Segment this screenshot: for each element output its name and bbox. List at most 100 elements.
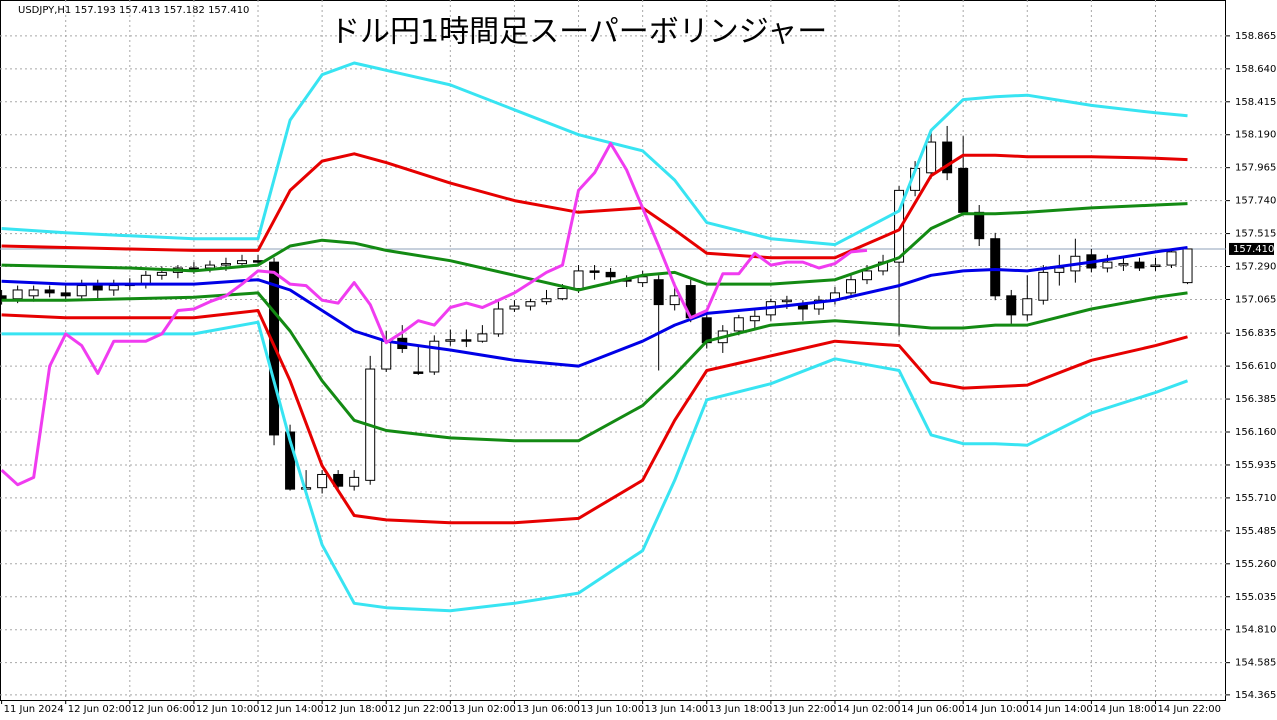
x-tick-label: 13 Jun 14:00	[645, 704, 709, 715]
candle-body	[894, 189, 905, 263]
chart-title: ドル円1時間足スーパーボリンジャー	[330, 15, 827, 50]
x-tick-label: 13 Jun 10:00	[581, 704, 645, 715]
x-tick-label: 12 Jun 06:00	[132, 704, 196, 715]
candle-body	[1022, 298, 1033, 316]
y-tick-label: 157.965	[1235, 163, 1276, 174]
candle-body	[845, 279, 856, 294]
candle-body	[749, 315, 760, 322]
candle-body	[1182, 248, 1193, 284]
candle-body	[493, 308, 504, 335]
x-tick-label: 14 Jun 02:00	[837, 704, 901, 715]
candle-body	[573, 270, 584, 289]
candle-body	[76, 285, 87, 297]
candle-body	[862, 270, 873, 281]
candle-body	[1166, 251, 1177, 266]
candle-body	[1118, 263, 1129, 266]
band-line	[1, 202, 1188, 292]
candle-body	[429, 340, 440, 373]
candle-body	[461, 339, 472, 342]
x-tick-label: 14 Jun 06:00	[901, 704, 965, 715]
y-tick-label: 157.290	[1235, 262, 1276, 273]
candle-body	[236, 260, 247, 265]
y-tick-label: 155.035	[1235, 592, 1276, 603]
y-tick-label: 154.585	[1235, 658, 1276, 669]
y-tick-label: 155.485	[1235, 526, 1276, 537]
current-price-label: 157.410	[1233, 244, 1274, 255]
band-line	[1, 61, 1188, 247]
candle-body	[990, 238, 1001, 297]
y-tick-label: 155.710	[1235, 493, 1276, 504]
candle-body	[381, 340, 392, 370]
candle-body	[557, 287, 568, 300]
band-line	[1, 246, 1188, 368]
band-line	[0, 142, 868, 487]
y-tick-label: 158.415	[1235, 97, 1276, 108]
candle-body	[188, 267, 199, 270]
y-tick-label: 158.190	[1235, 130, 1276, 141]
candle-body	[204, 264, 215, 269]
chart-header: USDJPY,H1 157.193 157.413 157.182 157.41…	[18, 5, 249, 16]
candle-body	[1006, 295, 1017, 316]
candle-body	[28, 289, 39, 297]
candle-body	[108, 285, 119, 291]
candle-body	[589, 270, 600, 273]
candle-body	[781, 299, 792, 303]
x-tick-label: 14 Jun 14:00	[1029, 704, 1093, 715]
candle-body	[733, 317, 744, 332]
y-tick-label: 157.065	[1235, 294, 1276, 305]
x-tick-label: 12 Jun 10:00	[196, 704, 260, 715]
candle-body	[942, 141, 953, 174]
band-line	[1, 291, 1188, 443]
x-tick-label: 13 Jun 06:00	[516, 704, 580, 715]
candle-body	[12, 289, 23, 300]
candle-body	[974, 211, 985, 240]
candle-body	[637, 276, 648, 284]
x-tick-label: 14 Jun 10:00	[965, 704, 1029, 715]
y-tick-label: 157.515	[1235, 229, 1276, 240]
candle-body	[605, 271, 616, 278]
x-tick-label: 13 Jun 18:00	[709, 704, 773, 715]
candle-body	[1150, 264, 1161, 268]
candle-body	[317, 473, 328, 489]
y-tick-label: 156.160	[1235, 427, 1276, 438]
candle-body	[958, 167, 969, 213]
candle-body	[1134, 261, 1145, 269]
candle-body	[220, 263, 231, 266]
candle-body	[156, 271, 167, 276]
y-tick-label: 154.365	[1235, 690, 1276, 701]
candle-body	[349, 476, 360, 487]
x-tick-label: 14 Jun 22:00	[1157, 704, 1221, 715]
y-tick-label: 154.810	[1235, 625, 1276, 636]
plot-frame	[0, 0, 1226, 701]
y-tick-label: 155.260	[1235, 559, 1276, 570]
current-price-box	[1229, 242, 1274, 255]
candle-body	[285, 431, 296, 490]
candle-body	[60, 292, 71, 297]
y-tick-label: 156.610	[1235, 361, 1276, 372]
candle-body	[92, 285, 103, 291]
candle-body	[653, 279, 664, 306]
candle-body	[541, 298, 552, 303]
candle-body	[477, 333, 488, 342]
candle-body	[445, 339, 456, 342]
band-line	[1, 309, 1188, 525]
candle-body	[1054, 267, 1065, 273]
y-tick-label: 156.835	[1235, 328, 1276, 339]
candle-body	[926, 141, 937, 174]
candle-body	[413, 371, 424, 374]
candle-body	[669, 295, 680, 306]
band-line	[1, 320, 1189, 613]
x-tick-label: 14 Jun 18:00	[1093, 704, 1157, 715]
candle-body	[1038, 271, 1049, 301]
x-tick-label: 12 Jun 14:00	[260, 704, 324, 715]
x-tick-label: 12 Jun 22:00	[388, 704, 452, 715]
x-tick-label: 12 Jun 02:00	[68, 704, 132, 715]
x-tick-label: 13 Jun 22:00	[773, 704, 837, 715]
y-tick-label: 155.935	[1235, 460, 1276, 471]
x-tick-label: 12 Jun 18:00	[324, 704, 388, 715]
candle-body	[1102, 261, 1113, 269]
candle-body	[525, 301, 536, 307]
candle-body	[333, 473, 344, 487]
candle-body	[44, 289, 55, 294]
